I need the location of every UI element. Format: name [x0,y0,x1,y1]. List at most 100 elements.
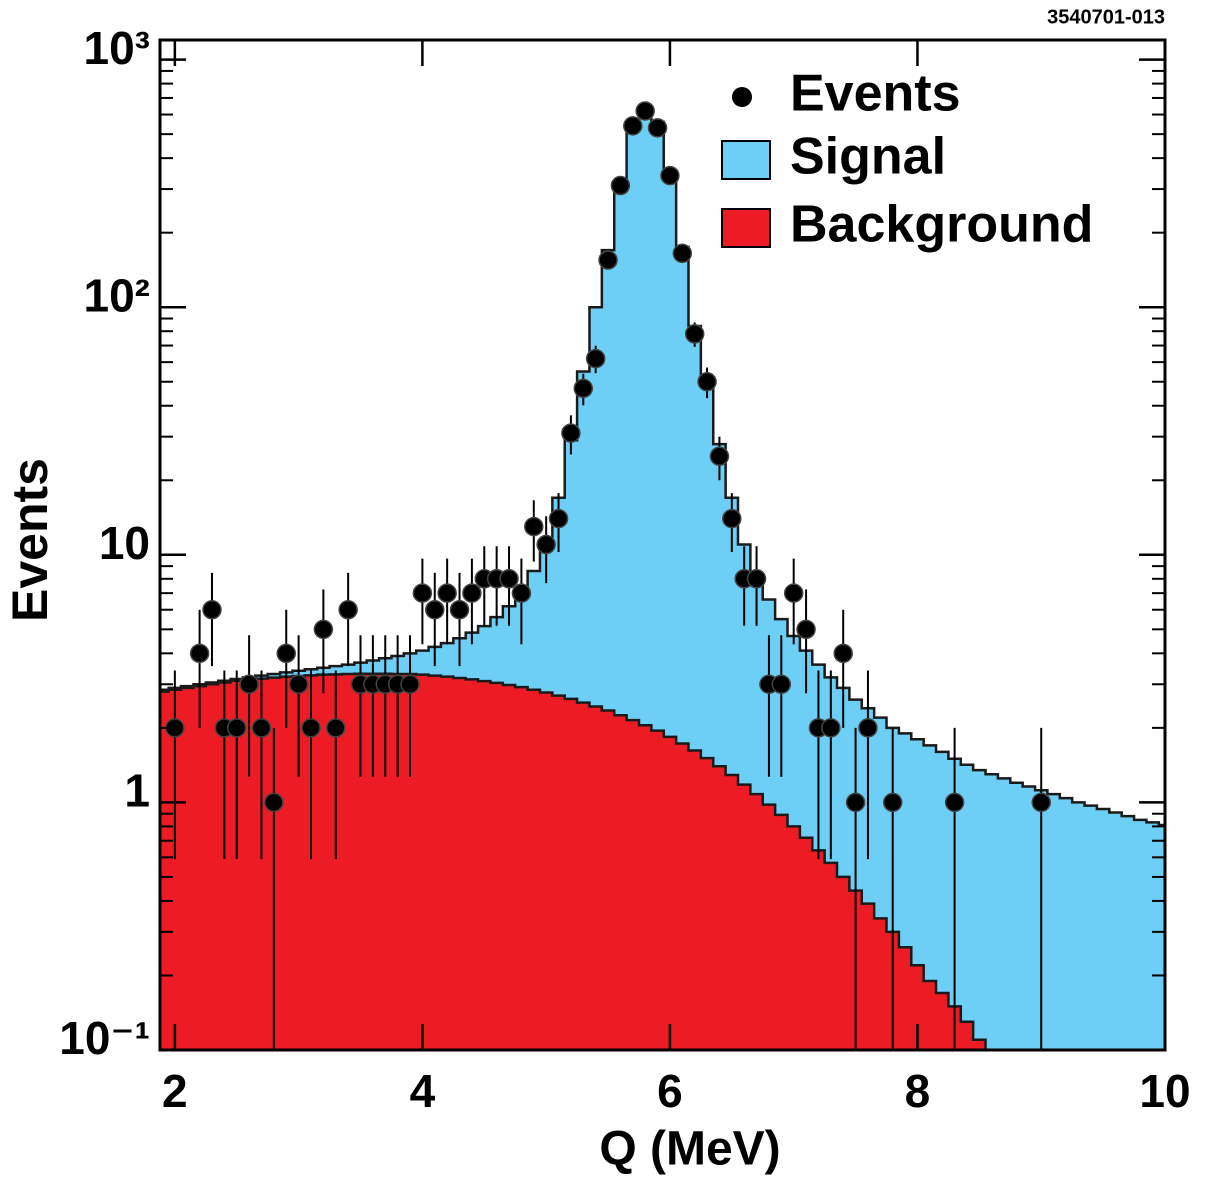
data-point [264,792,284,813]
histogram-bar [428,675,442,1050]
data-point [796,619,816,640]
histogram-bar [663,736,677,1050]
histogram-bar [577,702,590,1050]
legend-marker [732,87,752,107]
data-point [449,599,470,620]
histogram-bar [465,679,479,1050]
histogram-bar [973,1039,987,1050]
histogram-outline [160,672,987,1050]
data-point [326,718,346,738]
histogram-bar [366,673,380,1050]
histogram-bar [379,673,392,1050]
histogram-bar [750,794,764,1050]
histogram-bar [329,674,343,1050]
data-point [524,516,544,537]
y-axis-label: Events [2,458,58,622]
histogram-bar [638,725,652,1050]
histogram-bar [502,684,516,1050]
histogram-bar [354,673,368,1050]
histogram-bar [527,689,541,1050]
histogram-bar [799,837,813,1050]
data-point [635,101,655,121]
histogram-bar [936,751,949,1050]
data-point [882,792,903,813]
data-point [536,534,556,555]
histogram-bar [688,750,702,1050]
data-point [821,718,841,738]
histogram-bar [242,679,256,1050]
x-tick-label: 6 [657,1065,683,1117]
histogram-bar [973,770,987,1050]
data-point [647,118,668,138]
histogram-bar [1121,816,1135,1050]
data-point [499,569,519,589]
histogram-bar [614,715,628,1050]
x-tick-label: 4 [410,1065,436,1117]
histogram-bar [737,784,751,1050]
histogram-bar [923,745,937,1050]
histogram-bar [1059,798,1073,1050]
histogram-bar [453,678,467,1050]
x-tick-label: 2 [162,1065,188,1117]
data-point [610,175,631,196]
histogram-bar [539,692,553,1050]
histogram-bar [160,691,170,1050]
data-point [548,508,569,529]
y-tick-label: 10⁻¹ [59,1012,150,1064]
histogram-bar [1096,809,1110,1050]
histogram-outline [160,109,1165,827]
data-point [585,348,606,369]
legend-label: Events [790,65,961,123]
y-tick-label: 10³ [84,22,150,74]
histogram-bar [1134,819,1147,1050]
histogram-bar [1047,794,1061,1050]
y-tick-label: 10² [84,269,150,321]
histogram-bar [775,814,789,1050]
histogram-bar [911,965,925,1050]
annotation: 3540701-013 [1047,6,1165,28]
histogram-bar [205,684,219,1050]
histogram-bar [255,678,269,1050]
data-point [771,674,792,695]
histogram-bar [490,682,504,1050]
histogram-bar [960,1021,974,1050]
data-point [858,718,878,738]
y-tick-label: 10 [99,517,150,569]
histogram-bar [960,764,974,1050]
data-point [783,583,804,603]
data-point [226,718,247,738]
histogram-bar [874,918,888,1050]
histogram-bar [218,682,232,1050]
legend-label: Signal [790,128,946,186]
legend-swatch [721,208,771,248]
histogram-bar [898,947,912,1050]
y-tick-label: 1 [124,765,150,817]
histogram-bar [1146,822,1160,1050]
histogram-bar [341,674,355,1050]
histogram-bar [168,689,182,1050]
data-point [313,619,334,640]
histogram-bar [824,862,838,1050]
histogram-bar [936,992,949,1050]
histogram-bar [1022,786,1036,1050]
histogram-bar [985,774,999,1050]
data-point [437,583,457,603]
histogram-bar [564,698,578,1050]
histogram-bar [478,681,491,1050]
data-point [239,674,259,695]
plot-frame [158,38,1167,1052]
data-point [189,643,210,664]
data-point [709,446,730,467]
data-point [845,792,866,813]
data-point [511,583,532,603]
data-point [1031,792,1051,813]
data-point [400,674,420,695]
data-point [684,324,705,344]
data-point [598,250,618,270]
data-point [833,643,853,664]
data-point [697,371,717,392]
x-tick-label: 8 [905,1065,931,1117]
histogram-bar [1158,825,1165,1050]
